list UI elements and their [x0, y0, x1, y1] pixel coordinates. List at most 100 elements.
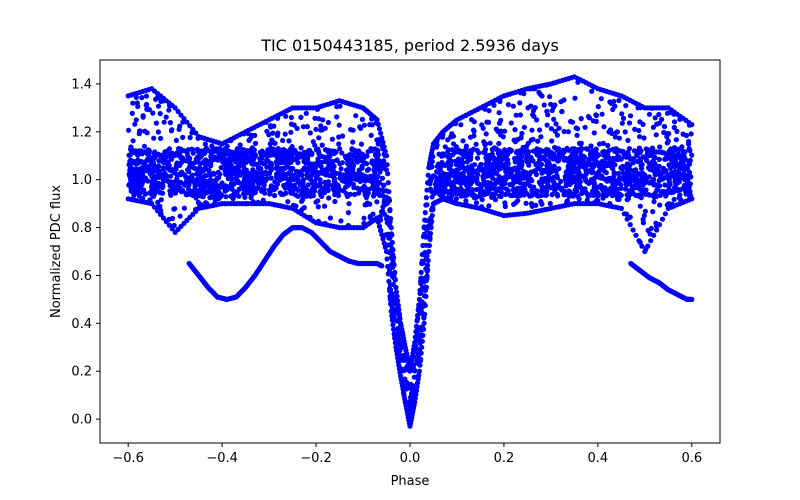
data-point — [672, 179, 678, 185]
data-point — [275, 168, 281, 174]
data-point — [375, 181, 381, 188]
data-point — [589, 156, 595, 162]
data-point — [235, 146, 241, 152]
data-point — [606, 147, 612, 154]
data-point — [530, 136, 536, 142]
data-point — [381, 182, 387, 188]
data-point — [427, 230, 434, 237]
data-point — [627, 162, 633, 168]
data-point — [249, 145, 255, 151]
data-point — [295, 187, 301, 193]
data-point — [160, 152, 166, 158]
data-point — [184, 119, 190, 125]
data-point — [413, 323, 420, 329]
data-point — [175, 108, 181, 115]
data-point — [547, 200, 553, 207]
data-point — [623, 103, 629, 109]
data-point — [513, 112, 519, 118]
data-point — [294, 125, 300, 131]
data-point — [334, 104, 340, 110]
data-point — [492, 169, 498, 175]
data-point — [517, 100, 523, 106]
data-point — [347, 170, 353, 176]
data-point — [438, 179, 444, 185]
data-point — [327, 215, 333, 221]
data-point — [637, 119, 643, 125]
data-point — [644, 179, 650, 185]
data-point — [141, 143, 148, 149]
data-point — [291, 186, 297, 192]
data-point — [521, 169, 527, 175]
data-point — [252, 140, 259, 146]
data-point — [588, 143, 594, 149]
data-point — [139, 95, 145, 101]
data-point — [288, 159, 294, 165]
data-point — [453, 196, 459, 202]
data-point — [583, 171, 589, 177]
data-point — [636, 127, 642, 134]
data-point — [485, 173, 491, 179]
data-point — [287, 165, 293, 171]
data-point — [551, 163, 557, 169]
data-point — [535, 138, 541, 144]
data-point — [307, 176, 314, 182]
data-point — [366, 166, 372, 172]
data-point — [471, 162, 478, 168]
data-point — [686, 169, 693, 175]
data-point — [468, 148, 474, 154]
data-point — [463, 146, 469, 152]
data-point — [293, 174, 299, 180]
data-point — [674, 128, 680, 134]
data-point — [656, 222, 663, 228]
y-tick-label: 0.0 — [71, 413, 92, 428]
data-point — [304, 172, 310, 178]
data-point — [464, 154, 470, 160]
data-point — [593, 146, 599, 152]
data-point — [281, 147, 287, 153]
data-point — [246, 137, 252, 143]
y-tick-label: 0.2 — [71, 365, 92, 380]
data-point — [413, 391, 419, 398]
data-point — [244, 153, 250, 160]
data-point — [380, 139, 386, 145]
data-point — [259, 170, 265, 176]
data-point — [343, 191, 349, 197]
data-point — [149, 201, 155, 207]
data-point — [157, 211, 164, 217]
data-point — [337, 187, 343, 193]
data-point — [419, 338, 425, 344]
data-point — [251, 161, 257, 167]
data-point — [381, 188, 387, 194]
data-point — [130, 100, 136, 106]
data-point — [653, 169, 659, 175]
data-point — [198, 167, 205, 173]
data-point — [389, 313, 395, 319]
data-point — [570, 119, 576, 125]
data-point — [346, 152, 352, 158]
data-point — [469, 117, 475, 123]
data-point — [646, 192, 652, 198]
data-point — [453, 162, 460, 168]
data-point — [415, 376, 421, 382]
data-point — [280, 176, 286, 182]
data-point — [458, 193, 464, 199]
data-point — [422, 217, 428, 223]
data-point — [244, 148, 251, 154]
data-point — [653, 193, 660, 199]
data-point — [156, 151, 162, 157]
data-point — [248, 182, 254, 189]
data-point — [534, 117, 540, 123]
data-point — [417, 287, 423, 293]
data-point — [531, 113, 537, 119]
data-point — [589, 88, 595, 94]
data-point — [425, 172, 431, 178]
data-point — [618, 165, 624, 171]
data-point — [167, 120, 173, 126]
data-point — [409, 388, 415, 394]
data-point — [439, 174, 445, 180]
data-point — [646, 152, 653, 159]
data-point — [362, 185, 368, 191]
data-point — [330, 182, 336, 189]
data-point — [599, 111, 605, 117]
data-point — [671, 196, 677, 202]
